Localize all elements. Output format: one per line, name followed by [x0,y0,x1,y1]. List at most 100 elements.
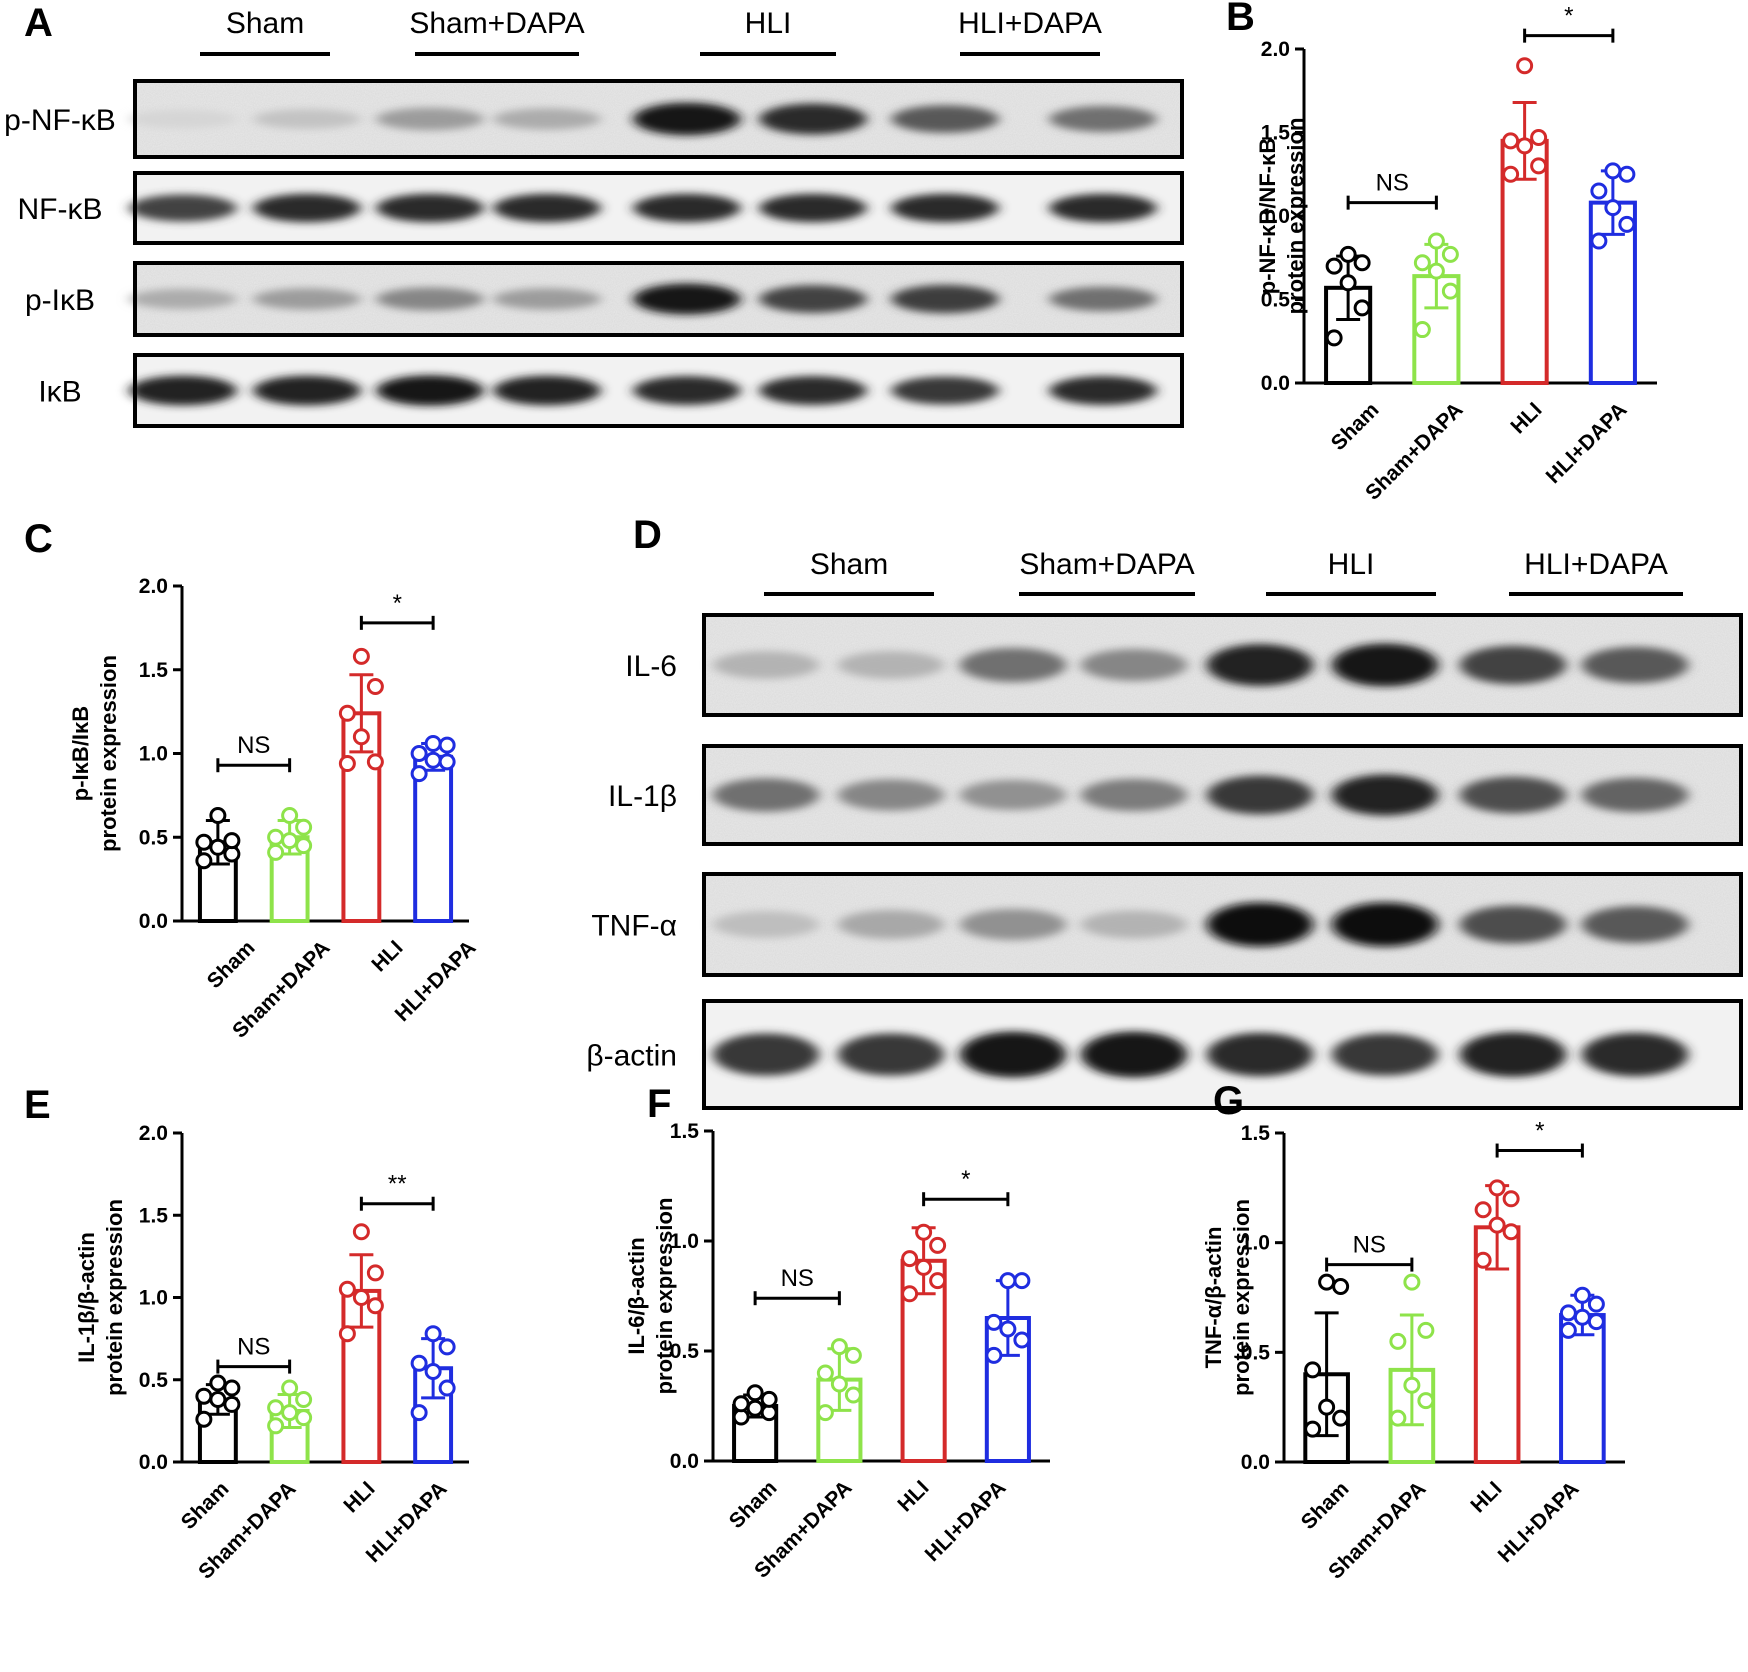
blot-row-label: p-IκB [25,284,95,317]
blot-band [253,109,361,129]
blot-band [759,285,867,313]
blot-band [493,375,601,406]
blot-band [633,283,741,315]
data-point [1013,1272,1031,1290]
data-point [424,1363,442,1381]
blot-row-label: IL-6 [625,650,677,683]
data-point [1318,1398,1336,1416]
data-point [901,1285,919,1303]
panel-letter-D: D [633,513,662,557]
data-point [1488,1179,1506,1197]
y-tick-label: 1.5 [139,659,169,682]
blot-row: p-NF-κB [4,79,1184,159]
x-category-label: HLI [367,936,407,976]
data-point [1389,1332,1407,1350]
data-point [1559,1321,1577,1339]
blot-band [1459,905,1567,944]
blot-row-label: IL-1β [608,780,677,813]
data-point [1413,254,1431,272]
data-point [209,1390,227,1408]
data-point [209,838,227,856]
blot-group-label: HLI [1328,548,1375,581]
x-category-label: Sham [177,1477,234,1534]
blot-band [1080,778,1188,812]
blot-row-label: IκB [38,376,81,409]
data-point [1502,132,1520,150]
data-point [746,1384,764,1402]
y-tick-label: 2.0 [139,575,168,598]
blot-band [1581,646,1689,684]
data-point [295,1390,313,1408]
data-point [844,1386,862,1404]
data-point [352,1289,370,1306]
y-tick-label: 0.5 [670,1340,700,1363]
blot-band [959,908,1067,941]
panel-letter-E: E [24,1083,51,1127]
data-point [830,1338,848,1356]
blot-row: IL-6 [625,613,1743,717]
blot-band [633,193,741,223]
data-point [338,755,356,773]
blot-row-label: β-actin [586,1040,677,1073]
blot-band [1049,286,1157,312]
blot-band [129,194,237,222]
data-point [267,1417,285,1435]
significance-label: NS [781,1265,814,1292]
data-point [1332,1278,1350,1296]
blot-group-label: HLI [745,7,792,40]
y-axis-label: protein expression [1229,1199,1254,1396]
blot-band [891,105,999,133]
blot-frame [133,261,1184,337]
blot-frame [133,79,1184,159]
data-point [1488,1216,1506,1234]
y-tick-label: 2.0 [139,1122,168,1145]
data-point [1474,1201,1492,1219]
data-point [1502,1223,1520,1241]
chart-panel-F: F 0.0 0.5 1.0 1.5 IL-6/β-actin protein express… [624,1082,1050,1583]
data-point [816,1364,834,1382]
blot-group-label: Sham+DAPA [1019,548,1194,581]
data-point [424,734,442,752]
y-tick-label: 0.5 [139,1369,169,1392]
data-point [281,1379,299,1397]
data-point [985,1313,1003,1331]
blot-group-label: HLI+DAPA [1524,548,1668,581]
data-point [281,832,299,850]
data-point [424,751,442,769]
data-point [1441,245,1459,263]
chart-panel-B: B 0.0 0.5 1.0 1.5 2.0 p-NF-κB/NF-κB protein exp… [1226,0,1657,505]
blot-band [959,647,1067,683]
y-axis-label: protein expression [1283,118,1308,315]
data-point [1618,165,1636,183]
blot-band [837,910,945,939]
blot-band [837,651,945,679]
data-point [1502,1190,1520,1208]
blot-band [1206,902,1314,947]
blot-band [891,193,999,223]
data-point [816,1404,834,1422]
data-point [1353,254,1371,272]
data-point [915,1223,933,1241]
blot-band [1049,193,1157,223]
x-category-label: HLI [339,1477,379,1517]
blot-frame [702,613,1743,717]
data-point [223,1395,241,1413]
blot-band [1459,1032,1567,1077]
chart-panel-E: E 0.0 0.5 1.0 1.5 2.0 IL-1β/β-actin protein exp… [24,1083,469,1584]
data-point [366,678,384,695]
data-point [1417,1392,1435,1410]
data-point [281,1404,299,1422]
blot-band [1331,902,1439,947]
data-point [1516,57,1534,75]
data-point [424,1325,442,1343]
data-point [1427,232,1445,250]
significance-label: NS [237,1334,270,1361]
data-point [438,736,456,754]
blot-band [493,108,601,130]
y-tick-label: 0.0 [670,1450,699,1473]
data-point [295,818,313,836]
data-point [195,1410,213,1428]
blot-row: p-IκB [25,261,1184,337]
data-point [410,1404,428,1422]
blot-row: β-actin [586,999,1743,1110]
